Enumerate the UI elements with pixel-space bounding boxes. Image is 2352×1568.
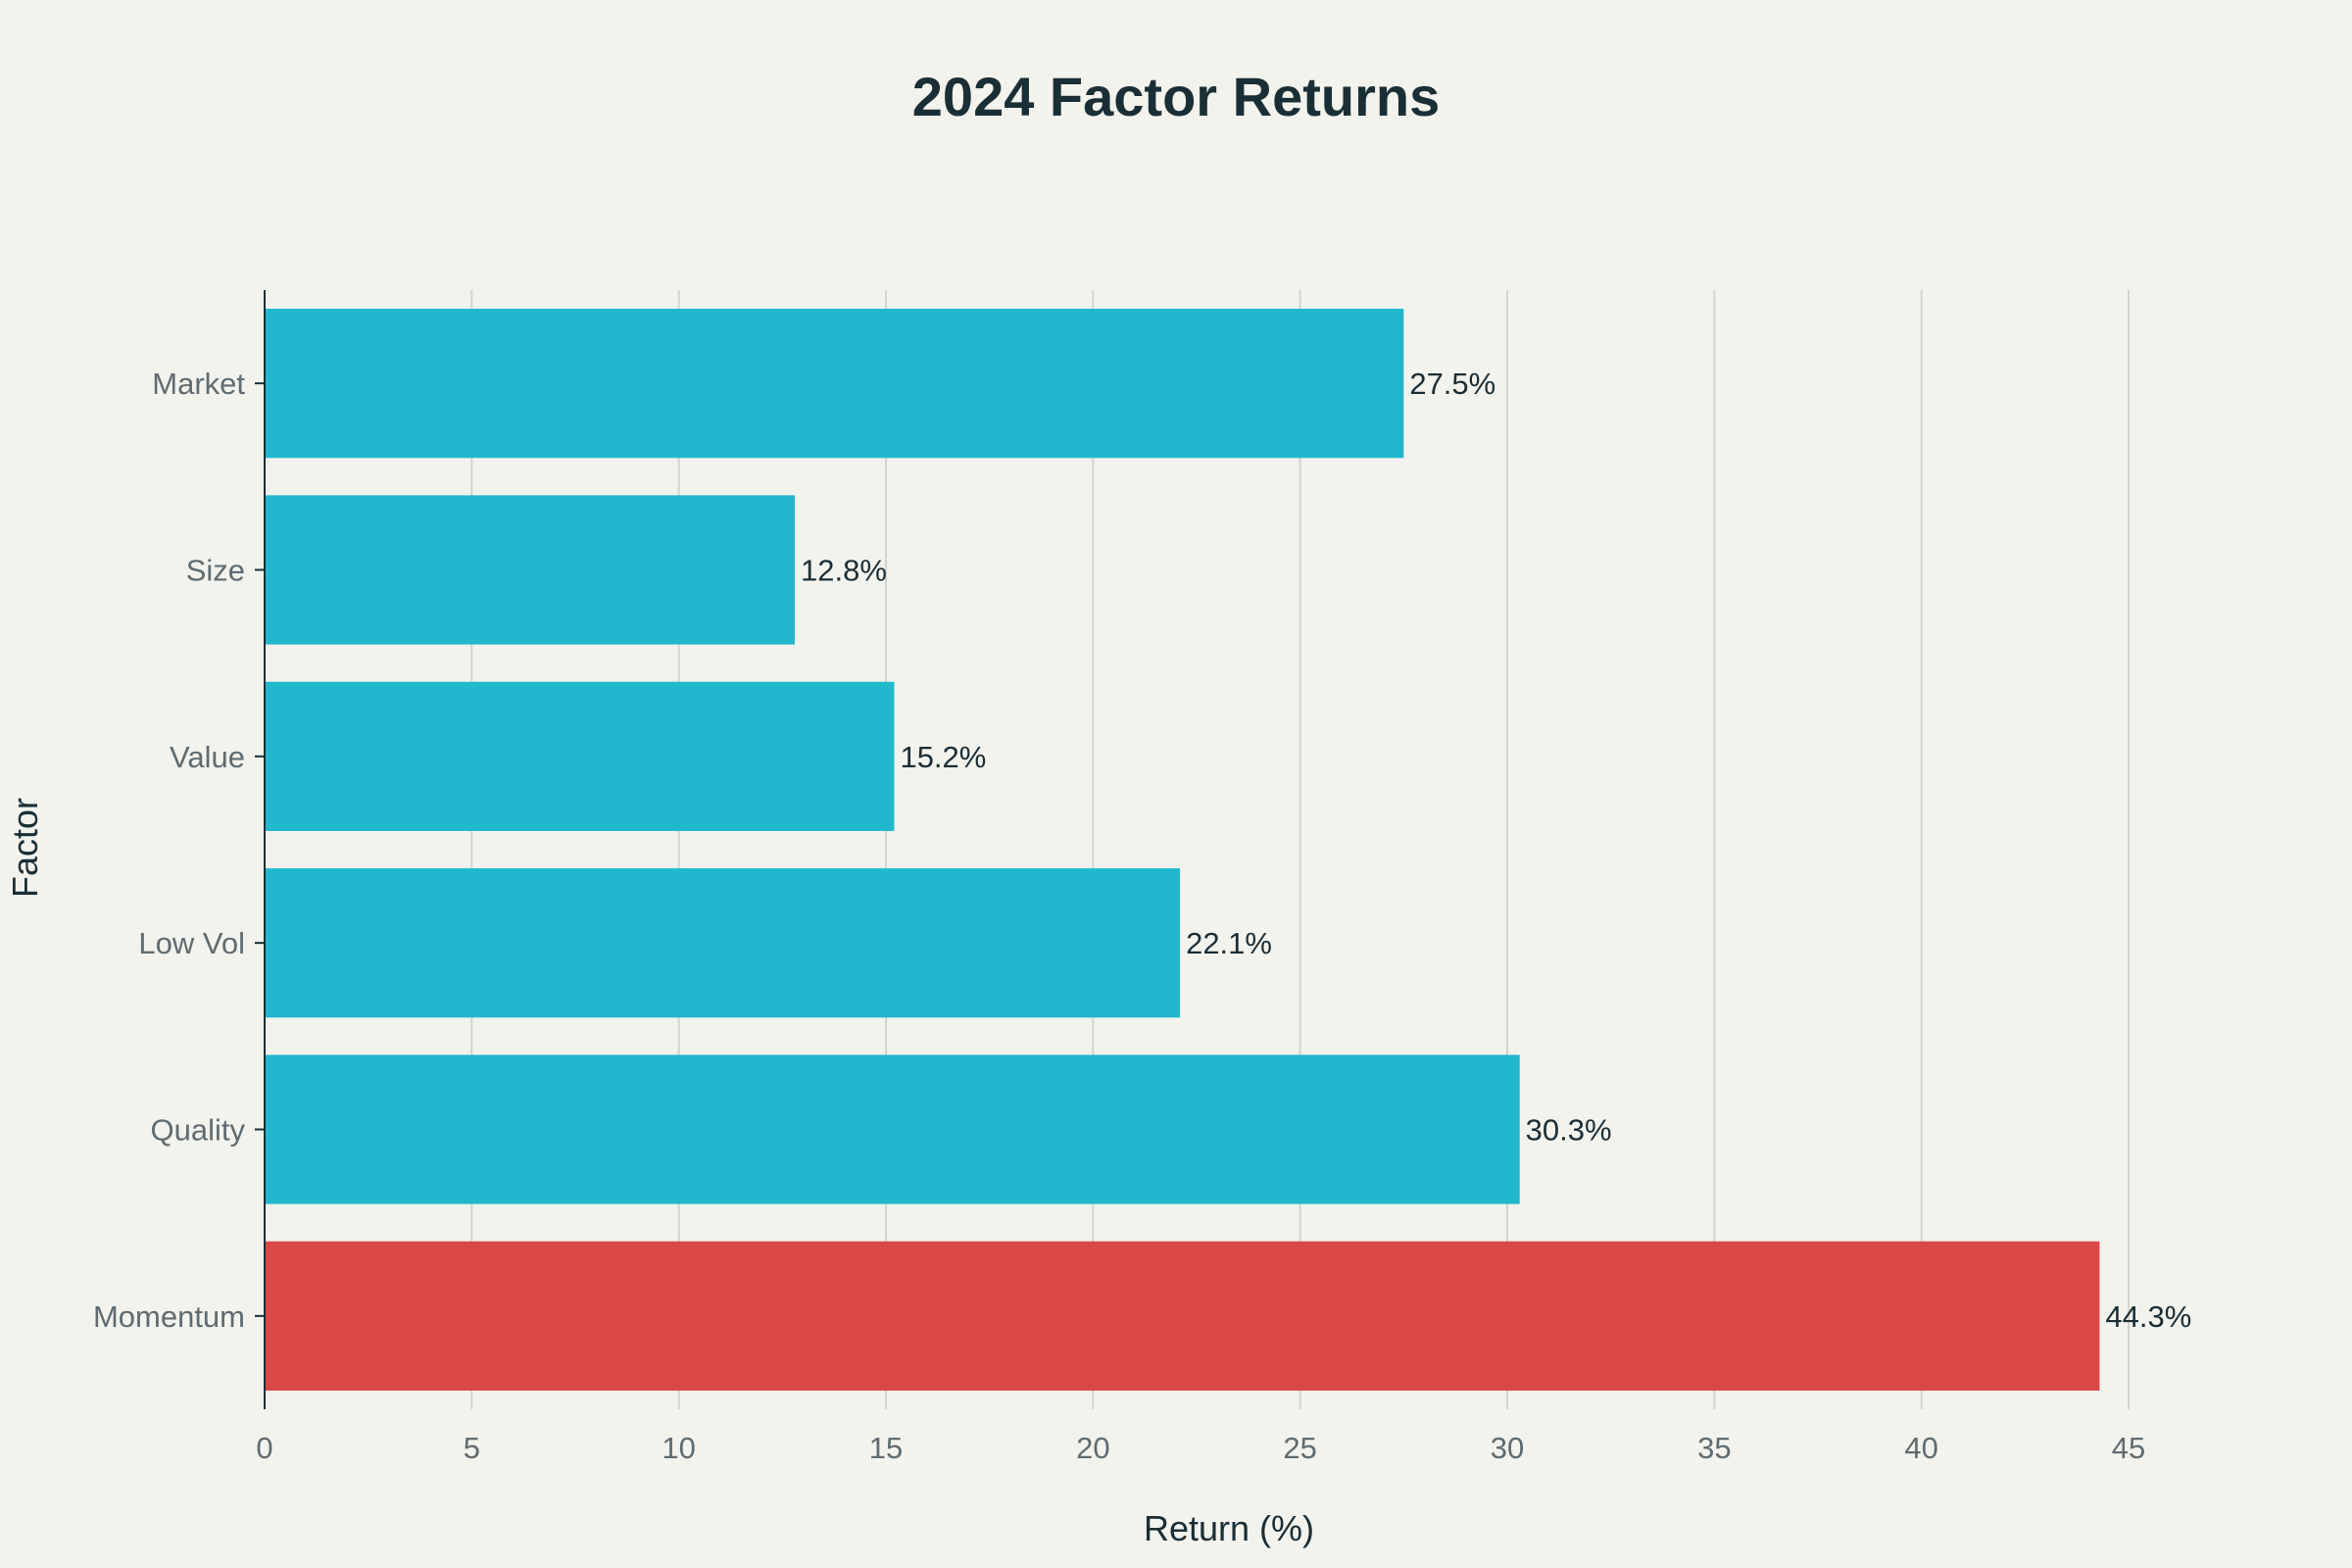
y-tick-label-market: Market — [152, 367, 245, 401]
data-label-quality: 30.3% — [1526, 1113, 1612, 1148]
data-label-value: 15.2% — [900, 740, 986, 774]
x-tick-label-8: 40 — [1904, 1431, 1937, 1465]
y-axis-title: Factor — [5, 798, 45, 898]
y-tick-label-low-vol: Low Vol — [138, 926, 245, 960]
x-tick-label-1: 5 — [464, 1431, 480, 1465]
x-tick-label-9: 45 — [2112, 1431, 2145, 1465]
bar-size — [265, 495, 796, 645]
axes: 0 5 10 15 20 25 30 35 40 45 Market Size Value Low Vol… — [93, 290, 2145, 1465]
bar-quality — [265, 1054, 1520, 1204]
data-label-momentum: 44.3% — [2105, 1299, 2191, 1334]
y-tick-label-momentum: Momentum — [93, 1299, 245, 1334]
data-labels: 27.5% 12.8% 15.2% 22.1% 30.3% 44.3% — [801, 367, 2191, 1334]
bar-momentum — [265, 1241, 2100, 1391]
bar-market — [265, 309, 1404, 459]
gridlines — [470, 290, 2130, 1409]
x-tick-label-0: 0 — [256, 1431, 272, 1465]
bars — [265, 309, 2100, 1391]
x-tick-label-7: 35 — [1697, 1431, 1731, 1465]
data-label-size: 12.8% — [801, 554, 887, 588]
x-tick-label-3: 15 — [869, 1431, 903, 1465]
y-tick-label-value: Value — [170, 740, 245, 774]
x-tick-label-6: 30 — [1491, 1431, 1524, 1465]
x-tick-label-4: 20 — [1076, 1431, 1109, 1465]
bar-low-vol — [265, 868, 1181, 1018]
chart-title: 2024 Factor Returns — [912, 66, 1440, 127]
y-tick-label-size: Size — [186, 554, 245, 588]
y-tick-label-quality: Quality — [151, 1113, 246, 1148]
bar-value — [265, 681, 895, 831]
data-label-low-vol: 22.1% — [1186, 926, 1272, 960]
x-axis-title: Return (%) — [1144, 1508, 1314, 1548]
data-label-market: 27.5% — [1409, 367, 1495, 401]
x-tick-label-2: 10 — [662, 1431, 695, 1465]
x-tick-label-5: 25 — [1283, 1431, 1316, 1465]
